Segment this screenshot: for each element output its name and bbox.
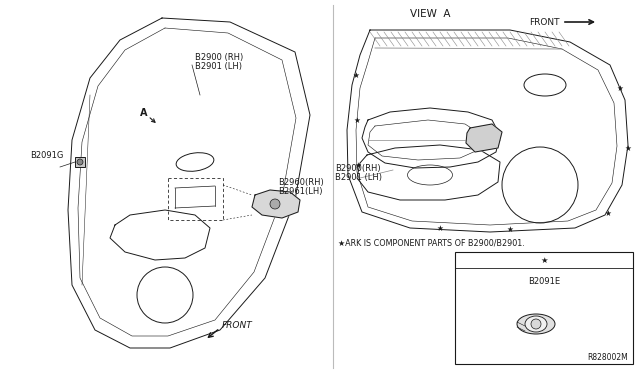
Text: R828002M: R828002M [588, 353, 628, 362]
Bar [168, 178, 223, 220]
Text: B2091G: B2091G [30, 151, 63, 160]
Text: ★: ★ [616, 83, 623, 93]
Text: ★: ★ [353, 115, 360, 125]
Text: FRONT: FRONT [529, 17, 560, 26]
Circle shape [77, 159, 83, 165]
Text: FRONT: FRONT [222, 321, 253, 330]
Text: A: A [140, 108, 148, 118]
Circle shape [531, 319, 541, 329]
Text: ★: ★ [625, 144, 632, 153]
Text: ★: ★ [353, 71, 360, 80]
Text: ★ARK IS COMPONENT PARTS OF B2900/B2901.: ★ARK IS COMPONENT PARTS OF B2900/B2901. [338, 238, 525, 247]
Text: B2960(RH): B2960(RH) [278, 177, 324, 186]
Text: ★: ★ [355, 160, 362, 170]
Circle shape [270, 199, 280, 209]
Bar [75, 157, 85, 167]
Polygon shape [252, 190, 300, 218]
Bar [455, 252, 633, 364]
Text: B2901 (LH): B2901 (LH) [195, 61, 242, 71]
Text: ★: ★ [436, 224, 444, 232]
Ellipse shape [525, 316, 547, 332]
Text: VIEW  A: VIEW A [410, 9, 451, 19]
Text: ★: ★ [507, 224, 513, 234]
Text: ★: ★ [540, 256, 548, 264]
Text: B2091E: B2091E [528, 278, 560, 286]
Text: B2961(LH): B2961(LH) [278, 186, 323, 196]
Polygon shape [466, 124, 502, 152]
Text: B2901 (LH): B2901 (LH) [335, 173, 382, 182]
Ellipse shape [517, 314, 555, 334]
Text: ★: ★ [605, 208, 611, 218]
Text: B2900 (RH): B2900 (RH) [195, 52, 243, 61]
Text: B2900(RH): B2900(RH) [335, 164, 381, 173]
